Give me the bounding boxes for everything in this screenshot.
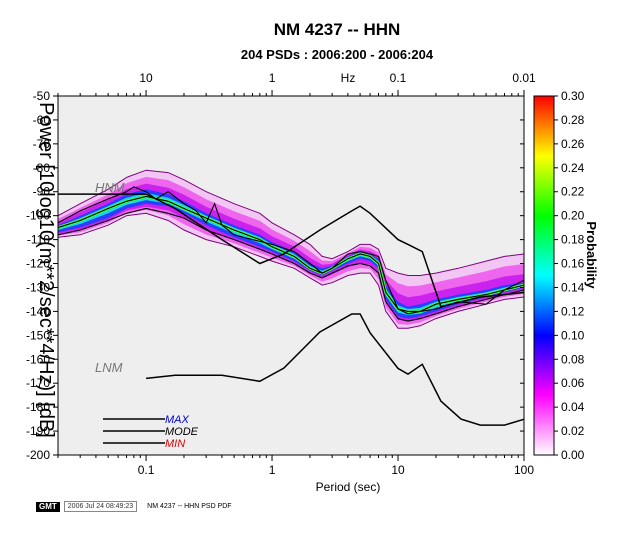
y-tick-label: -60	[33, 113, 51, 127]
x-tick-label: 1	[269, 463, 276, 477]
x2-tick-label: 1	[269, 71, 276, 85]
y-tick-label: -80	[33, 161, 51, 175]
legend-label-max: MAX	[165, 414, 190, 426]
colorbar-tick-label: 0.12	[561, 304, 585, 318]
x-axis-label: Period (sec)	[316, 480, 381, 494]
y-tick-label: -90	[33, 185, 51, 199]
colorbar-tick-label: 0.14	[561, 280, 585, 294]
curve-layer	[58, 186, 524, 426]
colorbar-tick-label: 0.26	[561, 137, 585, 151]
colorbar-tick-label: 0.28	[561, 113, 585, 127]
reference-curve-lnm	[146, 313, 524, 426]
footer: GMT 2006 Jul 24 08:49:23 NM 4237 -- HHN …	[36, 501, 232, 512]
gmt-logo: GMT	[36, 501, 60, 512]
colorbar-tick-label: 0.16	[561, 257, 585, 271]
y-tick-label: -180	[26, 400, 50, 414]
series-line-max	[58, 186, 524, 315]
series-line-min	[58, 207, 524, 322]
x-tick-label: 0.1	[138, 463, 155, 477]
hnm-label: HNM	[95, 180, 125, 195]
y-tick-label: -160	[26, 352, 50, 366]
x2-tick-label: 0.1	[390, 71, 407, 85]
colorbar	[533, 95, 555, 456]
lnm-label: LNM	[95, 360, 123, 375]
colorbar-tick-label: 0.10	[561, 328, 585, 342]
footer-caption: NM 4237 -- HHN PSD PDF	[147, 503, 232, 510]
pdf-band-upper-edge	[58, 169, 524, 276]
legend-label-min: MIN	[165, 438, 185, 450]
colorbar-tick-label: 0.06	[561, 376, 585, 390]
x-tick-label: 100	[514, 463, 534, 477]
colorbar-ticks: 0.30 0.28 0.26 0.24 0.22 0.20 0.18 0.16 0.14 0.12…	[554, 89, 585, 462]
legend: MAX MODE MIN	[103, 414, 199, 450]
colorbar-tick-label: 0.24	[561, 161, 585, 175]
y-axis-label: Power [10log10(m**2/sec**4/Hz)] [dB]	[35, 102, 57, 438]
y-tick-label: -50	[33, 89, 51, 103]
y-tick-label: -110	[27, 233, 50, 247]
y-tick-label: -200	[26, 448, 50, 462]
y-tick-label: -190	[26, 424, 50, 438]
y-tick-label: -140	[26, 304, 50, 318]
colorbar-tick-label: 0.20	[561, 209, 585, 223]
y-tick-label: -100	[26, 209, 50, 223]
reference-curve-hnm	[58, 193, 524, 308]
y-tick-label: -170	[26, 376, 50, 390]
colorbar-tick-label: 0.00	[561, 448, 585, 462]
hz-label: Hz	[341, 71, 356, 85]
chart-subtitle: 204 PSDs : 2006:200 - 2006:204	[241, 47, 434, 62]
colorbar-label: Probability	[584, 221, 599, 289]
chart-title: NM 4237 -- HHN	[274, 20, 401, 39]
timestamp: 2006 Jul 24 08:49:23	[63, 501, 138, 512]
y-tick-label: -150	[26, 328, 50, 342]
colorbar-tick-label: 0.08	[561, 352, 585, 366]
colorbar-tick-label: 0.02	[561, 424, 585, 438]
x2-tick-label: 10	[139, 71, 153, 85]
colorbar-tick-label: 0.18	[561, 233, 585, 247]
colorbar-tick-label: 0.22	[561, 185, 585, 199]
plot-frame	[57, 95, 525, 456]
colorbar-tick-label: 0.04	[561, 400, 585, 414]
legend-label-mode: MODE	[165, 426, 199, 438]
y-tick-label: -70	[33, 137, 51, 151]
colorbar-tick-label: 0.30	[561, 89, 585, 103]
x-tick-label: 10	[391, 463, 405, 477]
pdf-band-lower-edge	[58, 212, 524, 329]
x2-tick-label: 0.01	[512, 71, 536, 85]
axes-layer: -50 -60 -70 -80 -90 -100 -110 -120 -130 -140 -150 -…	[26, 71, 536, 477]
y-tick-label: -120	[26, 257, 50, 271]
y-tick-label: -130	[26, 280, 50, 294]
